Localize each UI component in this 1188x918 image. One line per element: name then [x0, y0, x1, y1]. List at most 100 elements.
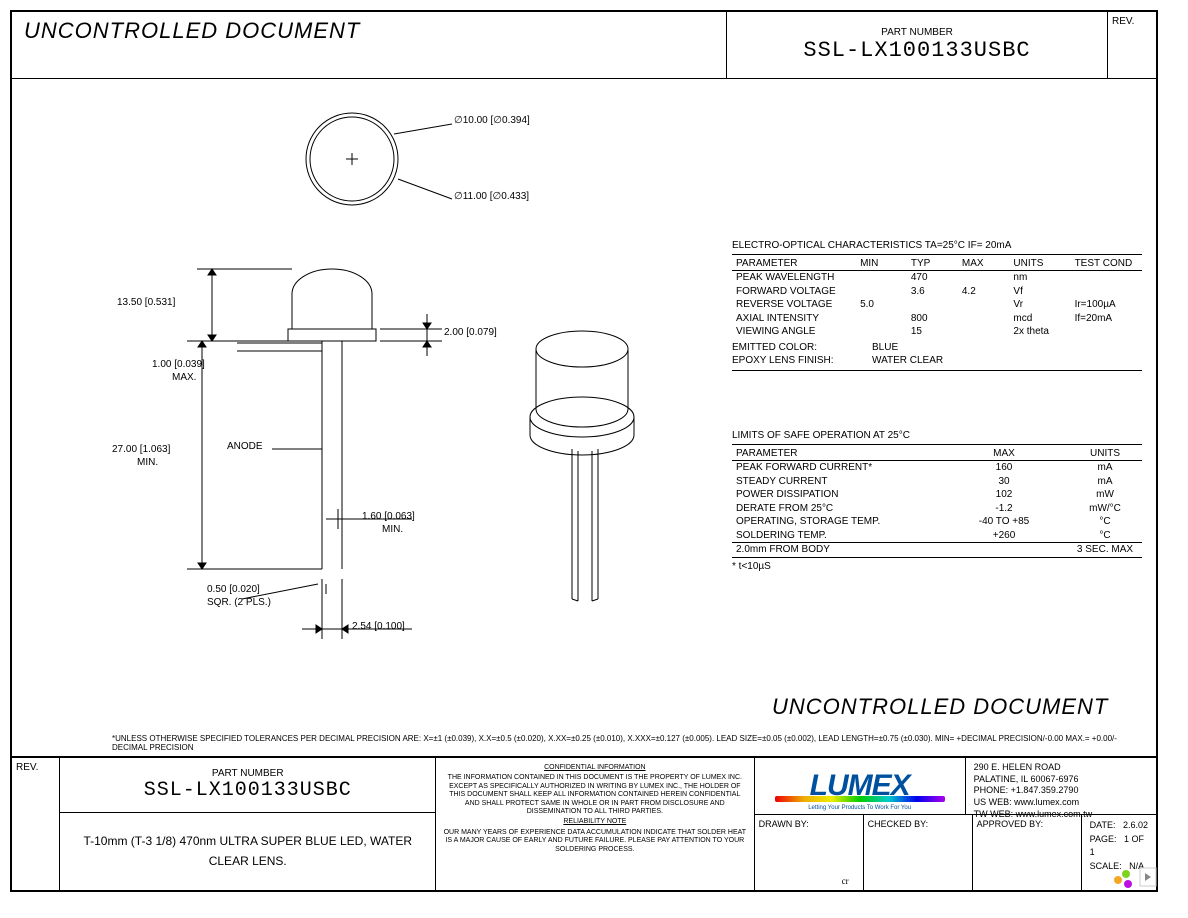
- char-col: TEST COND: [1071, 257, 1142, 271]
- dim-standoff-sub: MAX.: [172, 372, 262, 383]
- addr1: 290 E. HELEN ROAD: [974, 762, 1148, 774]
- title-block: REV. PART NUMBER SSL-LX100133USBC T-10mm…: [12, 756, 1156, 890]
- date-label: DATE:: [1090, 820, 1116, 830]
- char-cell: 5.0: [856, 298, 907, 312]
- limits-cell: PEAK FORWARD CURRENT*: [732, 461, 940, 475]
- uncontrolled-label-bottom: UNCONTROLLED DOCUMENT: [772, 694, 1108, 720]
- char-col: TYP: [907, 257, 958, 271]
- char-cell: 800: [907, 312, 958, 326]
- tb-part: PART NUMBER SSL-LX100133USBC T-10mm (T-3…: [60, 758, 436, 890]
- char-cell: [958, 298, 1010, 312]
- char-cell: Vr: [1009, 298, 1070, 312]
- tb-right: LUMEX Letting Your Products To Work For …: [755, 758, 1156, 890]
- approved-label: APPROVED BY:: [977, 819, 1077, 829]
- drawn-label: DRAWN BY:: [759, 819, 859, 829]
- dim-between-sub: MIN.: [382, 524, 472, 535]
- char-cell: Ir=100µA: [1071, 298, 1142, 312]
- char-cell: [958, 271, 1010, 285]
- tb-confidential: CONFIDENTIAL INFORMATION THE INFORMATION…: [436, 758, 755, 890]
- char-cell: AXIAL INTENSITY: [732, 312, 856, 326]
- limits-cell: SOLDERING TEMP.: [732, 529, 940, 543]
- rel-body: OUR MANY YEARS OF EXPERIENCE DATA ACCUMU…: [442, 829, 748, 854]
- page-next-icon[interactable]: [1108, 862, 1158, 892]
- limits-cell: °C: [1068, 515, 1142, 529]
- tb-part-top: PART NUMBER SSL-LX100133USBC: [60, 758, 435, 813]
- uncontrolled-label-top: UNCONTROLLED DOCUMENT: [12, 12, 726, 78]
- limits-cell: -1.2: [940, 502, 1068, 516]
- char-cell: 470: [907, 271, 958, 285]
- limits-row: POWER DISSIPATION102mW: [732, 488, 1142, 502]
- char-cell: [958, 312, 1010, 326]
- char-cell: 2x theta: [1009, 325, 1070, 339]
- drawn-by-box: DRAWN BY: cr: [755, 815, 864, 890]
- addr4: US WEB: www.lumex.com: [974, 797, 1148, 809]
- limits-cell: 3 SEC. MAX: [1068, 543, 1142, 558]
- char-row: REVERSE VOLTAGE5.0VrIr=100µA: [732, 298, 1142, 312]
- limits-note: * t<10µS: [732, 560, 1142, 574]
- checked-by-box: CHECKED BY:: [864, 815, 973, 890]
- tb-address: 290 E. HELEN ROAD PALATINE, IL 60067-697…: [966, 758, 1156, 814]
- electro-optical-block: ELECTRO-OPTICAL CHARACTERISTICS TA=25°C …: [732, 239, 1142, 371]
- dim-d-top: ∅10.00 [∅0.394]: [454, 115, 594, 126]
- char-cell: 4.2: [958, 285, 1010, 299]
- anode-label: ANODE: [227, 441, 287, 452]
- char-table: PARAMETERMINTYPMAXUNITSTEST COND PEAK WA…: [732, 257, 1142, 339]
- limits-cell: 2.0mm FROM BODY: [732, 543, 940, 558]
- limits-cell: +260: [940, 529, 1068, 543]
- drawing-sheet: UNCONTROLLED DOCUMENT PART NUMBER SSL-LX…: [10, 10, 1158, 892]
- tolerances-note: *UNLESS OTHERWISE SPECIFIED TOLERANCES P…: [112, 734, 1142, 752]
- header: UNCONTROLLED DOCUMENT PART NUMBER SSL-LX…: [12, 12, 1156, 79]
- limits-col: MAX: [940, 447, 1068, 461]
- limits-block: LIMITS OF SAFE OPERATION AT 25°C PARAMET…: [732, 429, 1142, 573]
- tb-part-label: PART NUMBER: [212, 768, 284, 779]
- limits-row: STEADY CURRENT30mA: [732, 475, 1142, 489]
- char-cell: [907, 298, 958, 312]
- lumex-logo: LUMEX Letting Your Products To Work For …: [755, 758, 966, 814]
- char-row: AXIAL INTENSITY800mcdIf=20mA: [732, 312, 1142, 326]
- limits-col: UNITS: [1068, 447, 1142, 461]
- char-col: UNITS: [1009, 257, 1070, 271]
- char-cell: 3.6: [907, 285, 958, 299]
- char-cell: 15: [907, 325, 958, 339]
- char-extra-row: EMITTED COLOR:BLUE: [732, 341, 1142, 355]
- limits-cell: mW/°C: [1068, 502, 1142, 516]
- char-row: VIEWING ANGLE 15 2x theta: [732, 325, 1142, 339]
- logo-rainbow-icon: [775, 796, 945, 802]
- char-cell: [1071, 285, 1142, 299]
- rel-title: RELIABILITY NOTE: [442, 818, 748, 826]
- limits-cell: °C: [1068, 529, 1142, 543]
- char-row: FORWARD VOLTAGE3.64.2Vf: [732, 285, 1142, 299]
- limits-title: LIMITS OF SAFE OPERATION AT 25°C: [732, 429, 1142, 445]
- char-extra-row: EPOXY LENS FINISH:WATER CLEAR: [732, 354, 1142, 368]
- conf-title: CONFIDENTIAL INFORMATION: [442, 764, 748, 772]
- char-cell: VIEWING ANGLE: [732, 325, 856, 339]
- dim-body-h: 13.50 [0.531]: [117, 297, 207, 308]
- char-cell: If=20mA: [1071, 312, 1142, 326]
- part-number-label: PART NUMBER: [881, 27, 953, 38]
- date-val: 2.6.02: [1123, 820, 1148, 830]
- char-col: PARAMETER: [732, 257, 856, 271]
- rev-box-top: REV.: [1107, 12, 1156, 78]
- limits-row: SOLDERING TEMP.+260°C: [732, 529, 1142, 543]
- char-cell: [856, 271, 907, 285]
- limits-cell: 102: [940, 488, 1068, 502]
- limits-cell: 160: [940, 461, 1068, 475]
- tb-sign-row: DRAWN BY: cr CHECKED BY: APPROVED BY: DA…: [755, 815, 1156, 890]
- dim-d-flange: ∅11.00 [∅0.433]: [454, 191, 594, 202]
- tb-rev: REV.: [12, 758, 60, 890]
- limits-cell: 30: [940, 475, 1068, 489]
- char-col: MAX: [958, 257, 1010, 271]
- dim-flange-h: 2.00 [0.079]: [444, 327, 564, 338]
- limits-col: PARAMETER: [732, 447, 940, 461]
- char-cell: [958, 325, 1010, 339]
- dim-lead-len: 27.00 [1.063]: [112, 444, 212, 455]
- dim-pitch: 2.54 [0.100]: [352, 621, 462, 632]
- limits-cell: mA: [1068, 461, 1142, 475]
- checked-label: CHECKED BY:: [868, 819, 968, 829]
- dim-standoff: 1.00 [0.039]: [152, 359, 242, 370]
- drawn-by: cr: [842, 876, 849, 886]
- part-number-box-top: PART NUMBER SSL-LX100133USBC: [726, 12, 1107, 78]
- limits-table: PARAMETERMAXUNITS PEAK FORWARD CURRENT*1…: [732, 447, 1142, 558]
- addr2: PALATINE, IL 60067-6976: [974, 774, 1148, 786]
- char-col: MIN: [856, 257, 907, 271]
